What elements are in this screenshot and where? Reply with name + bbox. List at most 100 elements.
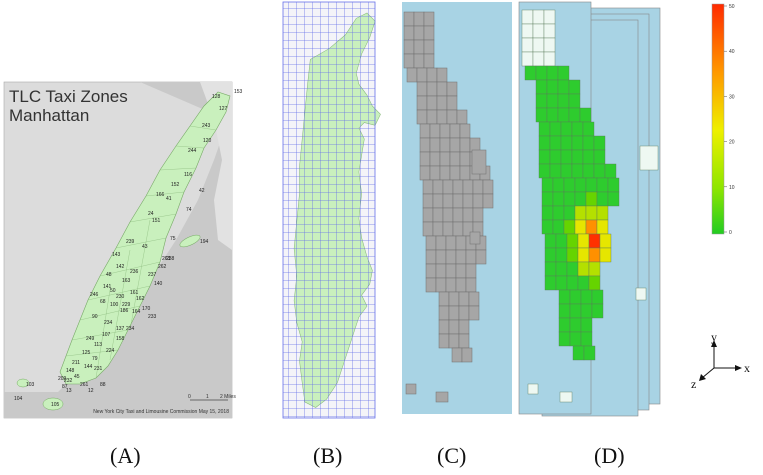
zone-cell — [416, 67, 428, 83]
heat-cell — [555, 261, 568, 277]
zone-cell — [446, 81, 458, 97]
zone-cell — [425, 277, 437, 293]
heat-cell — [557, 79, 570, 95]
zone-cell — [472, 193, 484, 209]
zone-label: 104 — [14, 396, 23, 402]
zone-cell — [439, 165, 451, 181]
zone-label: 263 — [162, 256, 171, 262]
heat-cell — [563, 177, 576, 193]
heat-cell — [580, 289, 593, 305]
panel-a-water — [4, 82, 232, 418]
caption-c: (C) — [437, 443, 467, 468]
zone-cell — [452, 221, 464, 237]
heat-cell — [574, 219, 587, 235]
zone-cell — [432, 193, 444, 209]
heat-cell — [521, 51, 534, 67]
heat-cell — [544, 275, 557, 291]
zone-cell — [459, 151, 471, 167]
zone-cell — [438, 291, 450, 307]
zone-cell — [446, 109, 458, 125]
zone-label: 239 — [126, 239, 135, 245]
zone-label: 42 — [199, 188, 205, 194]
zone-cell — [458, 305, 470, 321]
heat-cell — [588, 261, 601, 277]
zone-cell — [461, 347, 473, 363]
zone-cell — [416, 109, 428, 125]
colorbar-ticks: 50 40 30 20 10 0 — [724, 4, 735, 236]
heat-cell — [566, 275, 579, 291]
zone-label: 120 — [203, 138, 212, 144]
heat-cell — [568, 93, 581, 109]
zone-label: 105 — [51, 402, 60, 408]
caption-d: (D) — [594, 443, 625, 468]
heat-cell — [535, 93, 548, 109]
heat-cell — [543, 51, 556, 67]
heat-cell — [599, 247, 612, 263]
heat-cell — [607, 191, 620, 207]
heat-cell — [557, 65, 570, 81]
colorbar-tick-label: 20 — [729, 140, 735, 146]
zone-cell — [455, 249, 467, 265]
zone-cell — [482, 179, 494, 195]
heat-cell-east — [639, 145, 659, 171]
zone-cell — [445, 277, 457, 293]
zone-label: 116 — [184, 172, 192, 178]
zone-cell — [426, 67, 438, 83]
heat-cell — [596, 191, 609, 207]
zone-cell — [426, 95, 438, 111]
heat-cell — [552, 219, 565, 235]
roosevelt-island — [179, 234, 201, 248]
zone-cell — [475, 249, 487, 265]
zone-cell — [439, 151, 451, 167]
heat-cell — [582, 149, 595, 165]
zone-cell — [429, 151, 441, 167]
zone-label: 237 — [148, 272, 157, 278]
heat-cell — [532, 51, 545, 67]
heat-cell — [557, 93, 570, 109]
heat-cell — [580, 303, 593, 319]
zone-cell — [448, 291, 460, 307]
zone-cell — [439, 123, 451, 139]
heat-cell — [546, 65, 559, 81]
zone-cell — [442, 179, 454, 195]
heat-cell — [538, 149, 551, 165]
heat-cell — [571, 121, 584, 137]
zone-cell — [419, 151, 431, 167]
heat-cell — [583, 345, 596, 361]
zone-cell — [465, 277, 477, 293]
zone-cell — [413, 11, 425, 27]
heat-cell — [524, 65, 537, 81]
heat-cell — [599, 233, 612, 249]
zone-label: 125 — [82, 350, 91, 356]
zone-label: 236 — [130, 269, 139, 275]
zone-label: 41 — [166, 196, 172, 202]
axis-z-label: z — [691, 377, 696, 391]
zone-cell — [423, 25, 435, 41]
heat-cell — [588, 247, 601, 263]
heat-cell — [546, 93, 559, 109]
zone-cell — [416, 95, 428, 111]
zone-cell — [439, 137, 451, 153]
heat-cell — [574, 205, 587, 221]
zone-label: 128 — [212, 94, 221, 100]
zone-cell — [413, 53, 425, 69]
heat-cell — [544, 247, 557, 263]
zone-label: 262 — [158, 264, 167, 270]
heat-cell — [558, 331, 571, 347]
zone-cell — [449, 151, 461, 167]
zone-cell — [435, 263, 447, 279]
heat-cell — [580, 331, 593, 347]
zone-label: 87 — [62, 384, 68, 390]
heat-cell — [555, 233, 568, 249]
zone-labels: 1281531272431202441161524216641742415175… — [14, 89, 243, 408]
zone-label: 238 — [166, 256, 175, 262]
heat-cell — [549, 149, 562, 165]
zone-cell — [435, 249, 447, 265]
zone-label: 186 — [120, 308, 129, 314]
heat-cell — [571, 149, 584, 165]
heat-cell — [541, 205, 554, 221]
heat-cell — [577, 261, 590, 277]
axis-x-label: x — [744, 361, 750, 375]
colorbar-tick-label: 10 — [729, 185, 735, 191]
zone-label: 68 — [100, 299, 106, 305]
